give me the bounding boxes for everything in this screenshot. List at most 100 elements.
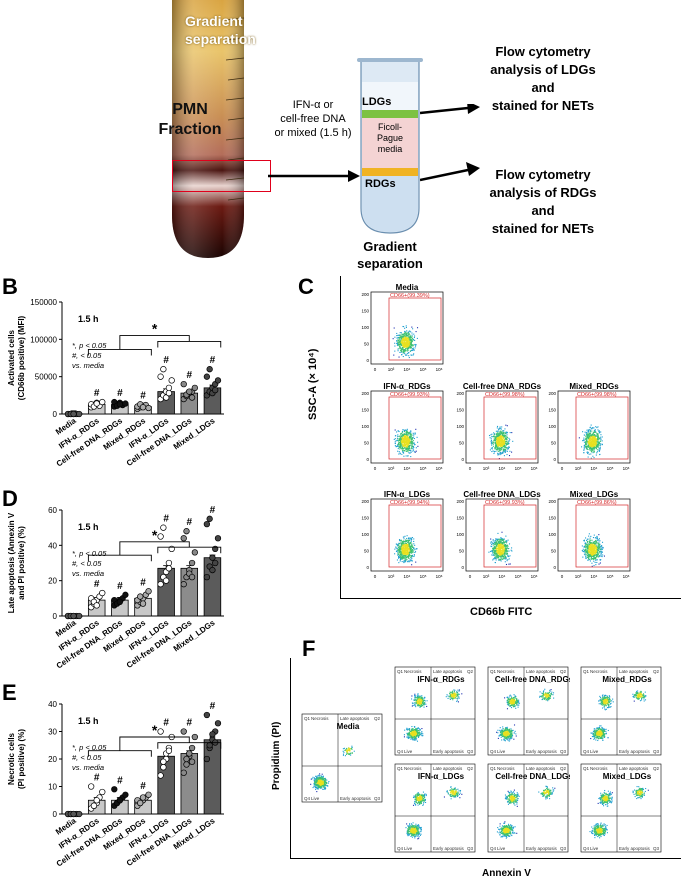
density-dot — [412, 337, 414, 339]
density-dot — [316, 779, 318, 781]
density-dot — [407, 439, 409, 442]
density-dot — [599, 454, 601, 456]
density-dot — [400, 436, 402, 438]
significance-hash: # — [210, 701, 216, 712]
density-dot — [412, 328, 414, 330]
density-dot — [500, 546, 502, 548]
data-point — [160, 366, 167, 373]
density-dot — [398, 442, 400, 444]
density-dot — [494, 436, 496, 438]
density-dot — [587, 448, 589, 451]
density-dot — [406, 431, 408, 433]
density-dot — [411, 544, 413, 546]
density-dot — [409, 342, 411, 344]
density-dot — [402, 442, 404, 444]
density-dot — [407, 441, 410, 443]
density-dot — [497, 444, 499, 446]
density-dot — [586, 539, 588, 541]
density-dot — [592, 546, 594, 548]
density-dot — [395, 543, 397, 545]
density-dot — [400, 346, 402, 348]
density-dot — [589, 442, 592, 444]
density-dot — [596, 548, 598, 550]
density-dot — [492, 441, 494, 443]
density-dot — [408, 542, 410, 544]
density-dot — [586, 436, 588, 438]
density-dot — [495, 541, 497, 543]
density-dot — [401, 447, 403, 449]
density-dot — [398, 548, 401, 550]
density-dot — [493, 450, 495, 452]
density-dot — [594, 544, 596, 546]
density-dot — [500, 432, 502, 434]
significance-hash: # — [163, 718, 169, 729]
density-dot — [409, 452, 411, 454]
density-dot — [399, 552, 401, 554]
density-dot — [417, 698, 419, 700]
density-dot — [407, 341, 409, 343]
density-dot — [401, 337, 403, 339]
density-dot — [494, 548, 496, 550]
density-dot — [321, 780, 323, 782]
density-dot — [316, 787, 318, 790]
density-dot — [397, 448, 399, 450]
density-dot — [599, 562, 601, 564]
density-dot — [589, 427, 591, 429]
density-dot — [411, 733, 413, 735]
density-dot — [594, 431, 596, 434]
density-dot — [590, 543, 592, 545]
y-tick-label: 100 — [456, 532, 464, 537]
density-dot — [404, 559, 406, 561]
gate-box — [388, 297, 442, 361]
density-dot — [588, 557, 590, 559]
density-dot — [318, 785, 320, 787]
density-dot — [496, 427, 498, 429]
density-dot — [351, 752, 353, 754]
density-dot — [596, 551, 598, 553]
density-dot — [408, 345, 410, 347]
density-dot — [492, 559, 494, 561]
density-dot — [414, 731, 417, 733]
significance-hash: # — [94, 388, 100, 399]
density-dot — [402, 339, 405, 341]
density-dot — [405, 552, 407, 554]
bracket-compare — [119, 541, 190, 556]
density-dot — [502, 538, 504, 540]
density-dot — [508, 446, 510, 449]
density-dot — [401, 560, 403, 563]
density-dot — [592, 455, 594, 457]
density-dot — [323, 780, 325, 783]
density-dot — [495, 548, 497, 550]
density-dot — [408, 447, 410, 449]
density-dot — [411, 728, 413, 730]
density-dot — [405, 549, 407, 552]
density-dot — [584, 446, 586, 448]
density-dot — [413, 451, 416, 453]
density-dot — [591, 449, 593, 452]
density-dot — [411, 441, 413, 443]
density-dot — [593, 443, 595, 445]
density-dot — [416, 697, 418, 699]
density-dot — [587, 441, 589, 443]
density-dot — [318, 774, 320, 776]
density-dot — [411, 444, 413, 446]
density-dot — [495, 548, 497, 550]
data-point — [180, 535, 187, 542]
density-dot — [598, 449, 600, 451]
data-point — [191, 733, 198, 741]
density-dot — [401, 542, 404, 545]
density-dot — [405, 544, 407, 546]
density-dot — [401, 545, 404, 547]
density-dot — [418, 728, 420, 730]
density-dot — [589, 560, 592, 562]
panel-c-x-axis: CD66b FITC — [470, 606, 533, 618]
gate-box — [575, 504, 629, 568]
density-dot — [585, 549, 587, 551]
density-dot — [601, 440, 603, 442]
density-dot — [583, 439, 585, 441]
density-dot — [494, 447, 496, 449]
significance-hash: # — [187, 370, 193, 381]
density-dot — [400, 553, 402, 555]
density-dot — [414, 345, 417, 347]
stats-note: *, p < 0.05 — [72, 549, 107, 558]
